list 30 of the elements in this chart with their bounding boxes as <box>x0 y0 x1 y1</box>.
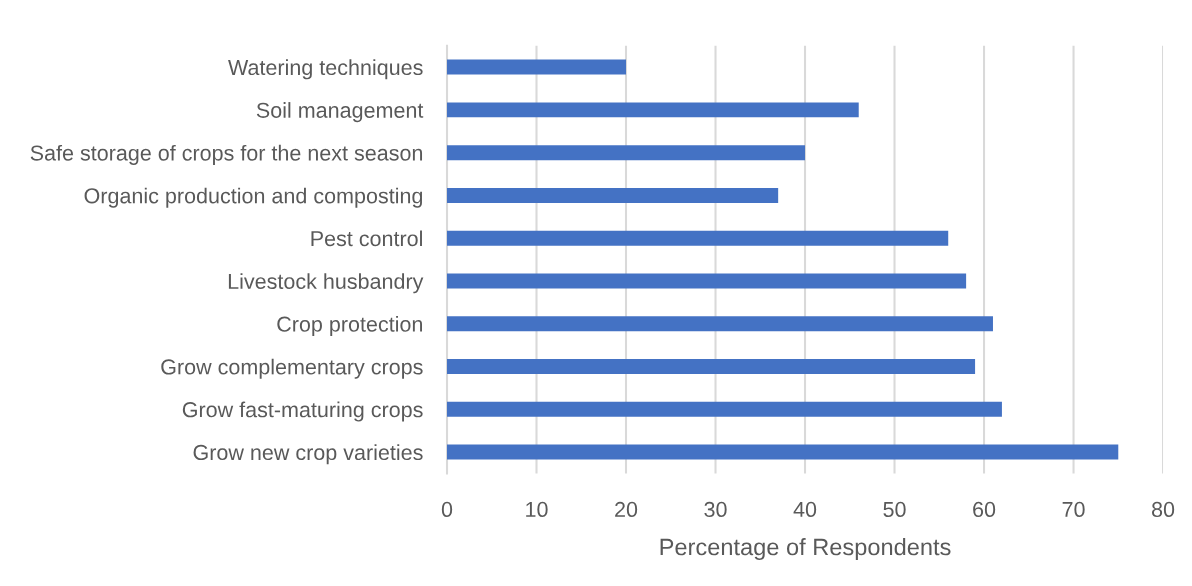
x-tick-label: 40 <box>793 501 817 518</box>
x-tick-label: 30 <box>704 501 727 518</box>
y-tick-label: Soil management <box>256 102 424 123</box>
y-tick-label: Watering techniques <box>228 59 423 80</box>
bar <box>447 187 779 203</box>
y-tick-label: Pest control <box>311 230 422 247</box>
x-axis-title: Percentage of Respondents <box>660 538 951 561</box>
x-tick-label: 10 <box>526 501 548 518</box>
x-tick-label: 50 <box>883 501 906 518</box>
x-tick-label: 20 <box>615 501 638 518</box>
y-tick-label: Safe storage of crops for the next season <box>30 144 423 165</box>
x-tick-label: 0 <box>441 501 453 518</box>
y-tick-label: Grow fast-maturing crops <box>182 401 423 422</box>
bar <box>447 359 976 375</box>
y-tick-label: Grow new crop varieties <box>193 444 423 465</box>
y-tick-label: Crop protection <box>277 315 422 337</box>
bar <box>447 444 1119 460</box>
bar <box>447 316 993 332</box>
y-tick-label: Livestock husbandry <box>228 273 424 294</box>
x-tick-label: 60 <box>973 501 996 518</box>
bar <box>447 102 859 118</box>
bar <box>447 230 949 246</box>
y-tick-label: Organic production and composting <box>84 187 423 208</box>
bar <box>447 273 967 289</box>
bar <box>447 401 1002 417</box>
x-tick-label: 80 <box>1152 501 1175 518</box>
x-tick-label: 70 <box>1062 501 1085 518</box>
y-tick-label: Grow complementary crops <box>161 358 423 379</box>
bar <box>447 59 627 75</box>
bar <box>447 145 806 161</box>
